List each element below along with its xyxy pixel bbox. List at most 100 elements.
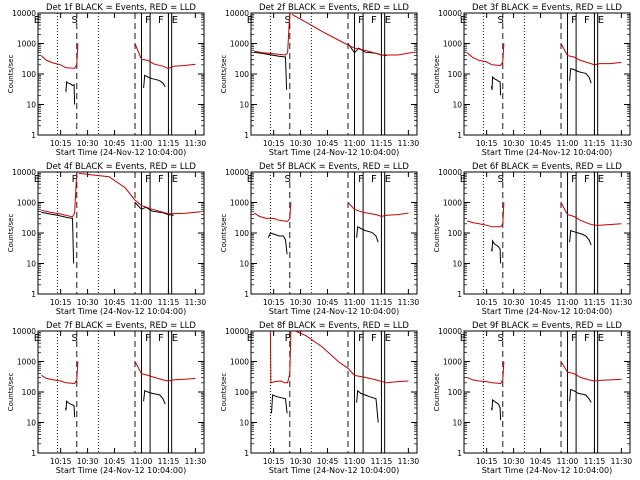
marker-letter: E <box>598 174 604 185</box>
y-tick-label: 1000 <box>17 199 36 208</box>
y-tick-label: 100 <box>235 388 250 397</box>
marker-letter: E <box>172 15 178 26</box>
series-line-lld <box>134 43 196 70</box>
x-tick-label: 11:15 <box>371 139 393 148</box>
y-tick-label: 1 <box>244 131 249 140</box>
y-tick-label: 100 <box>22 229 37 238</box>
series-line-lld <box>347 202 409 217</box>
marker-letter: F <box>584 15 590 26</box>
x-tick-label: 11:15 <box>584 457 606 466</box>
marker-letter: E <box>34 174 40 185</box>
y-tick-label: 1000 <box>443 358 462 367</box>
x-axis-label: Start Time (24-Nov-12 10:04:00) <box>269 148 399 157</box>
y-tick-label: 1000 <box>17 40 36 49</box>
marker-letter: E <box>172 174 178 185</box>
series-line-lld <box>560 361 622 382</box>
series-line-lld <box>40 361 79 385</box>
x-tick-label: 11:00 <box>344 139 366 148</box>
marker-letter: F <box>358 174 364 185</box>
y-tick-label: 1 <box>244 449 249 458</box>
plot-frame <box>250 171 418 295</box>
marker-letter: E <box>598 15 604 26</box>
x-tick-label: 10:15 <box>263 457 285 466</box>
plot-frame <box>250 330 418 454</box>
series-line-events <box>271 394 288 414</box>
marker-letter: E <box>247 174 253 185</box>
y-tick-label: 1 <box>457 131 462 140</box>
y-axis-label: Counts/sec <box>433 373 441 412</box>
marker-letter: F <box>571 333 577 344</box>
x-axis-label: Start Time (24-Nov-12 10:04:00) <box>482 466 612 475</box>
y-tick-label: 10 <box>239 101 249 110</box>
x-tick-label: 11:30 <box>611 457 633 466</box>
detector-panel-1: Det 1f BLACK = Events, RED = LLD 1 10 100 10… <box>7 3 206 157</box>
y-tick-label: 10 <box>452 101 462 110</box>
y-tick-label: 1000 <box>230 199 249 208</box>
series-line-lld <box>466 43 505 67</box>
series-line-lld <box>295 331 409 384</box>
x-tick-label: 10:45 <box>317 139 339 148</box>
marker-letter: F <box>571 15 577 26</box>
marker-letter: F <box>371 333 377 344</box>
marker-letter: F <box>371 15 377 26</box>
series-line-events <box>65 400 76 418</box>
x-tick-label: 11:30 <box>185 457 207 466</box>
x-tick-label: 11:00 <box>557 298 579 307</box>
series-line-lld <box>560 202 622 226</box>
series-line-lld <box>134 361 196 382</box>
y-tick-label: 10 <box>452 260 462 269</box>
chart-title: Det 3f BLACK = Events, RED = LLD <box>472 3 622 13</box>
y-tick-label: 1 <box>457 290 462 299</box>
y-tick-label: 10 <box>26 260 36 269</box>
x-tick-label: 10:30 <box>290 457 312 466</box>
marker-letter: F <box>145 174 151 185</box>
y-axis-label: Counts/sec <box>433 214 441 253</box>
x-tick-label: 10:30 <box>77 298 99 307</box>
series-line-events <box>143 74 166 88</box>
y-axis-label: Counts/sec <box>220 373 228 412</box>
chart-title: Det 6f BLACK = Events, RED = LLD <box>472 162 622 172</box>
x-tick-label: 10:30 <box>503 139 525 148</box>
chart-title: Det 2f BLACK = Events, RED = LLD <box>259 3 409 13</box>
series-line-lld <box>466 361 505 385</box>
y-axis-label: Counts/sec <box>7 55 15 94</box>
y-tick-label: 10 <box>452 419 462 428</box>
x-tick-label: 10:15 <box>476 457 498 466</box>
x-tick-label: 10:45 <box>317 298 339 307</box>
x-tick-label: 11:30 <box>611 298 633 307</box>
marker-letter: E <box>172 333 178 344</box>
series-line-events <box>356 389 379 423</box>
y-tick-label: 10 <box>26 101 36 110</box>
chart-title: Det 8f BLACK = Events, RED = LLD <box>259 321 409 331</box>
marker-letter: E <box>460 15 466 26</box>
x-tick-label: 10:45 <box>317 457 339 466</box>
marker-letter: E <box>34 333 40 344</box>
series-line-lld <box>291 13 414 56</box>
x-tick-label: 11:15 <box>158 457 180 466</box>
x-tick-label: 10:30 <box>77 457 99 466</box>
series-line-events <box>254 51 288 90</box>
y-tick-label: 100 <box>235 229 250 238</box>
x-tick-label: 11:00 <box>557 139 579 148</box>
y-tick-label: 10000 <box>12 168 36 177</box>
x-axis-label: Start Time (24-Nov-12 10:04:00) <box>482 307 612 316</box>
y-axis-label: Counts/sec <box>7 373 15 412</box>
chart-title: Det 7f BLACK = Events, RED = LLD <box>46 321 196 331</box>
marker-letter: E <box>460 174 466 185</box>
marker-letter: E <box>247 333 253 344</box>
y-tick-label: 100 <box>448 388 463 397</box>
y-axis-label: Counts/sec <box>433 55 441 94</box>
marker-letter: E <box>385 15 391 26</box>
detector-panel-6: Det 6f BLACK = Events, RED = LLD 1 10 100 10… <box>433 162 632 316</box>
series-line-events <box>267 232 288 255</box>
y-tick-label: 100 <box>22 388 37 397</box>
plot-frame <box>463 171 631 295</box>
x-tick-label: 10:15 <box>476 139 498 148</box>
chart-title: Det 5f BLACK = Events, RED = LLD <box>259 162 409 172</box>
x-tick-label: 10:15 <box>50 139 72 148</box>
marker-letter: E <box>598 333 604 344</box>
marker-letter: E <box>34 15 40 26</box>
y-axis-label: Counts/sec <box>220 214 228 253</box>
plot-frame <box>463 330 631 454</box>
y-tick-label: 1000 <box>230 40 249 49</box>
